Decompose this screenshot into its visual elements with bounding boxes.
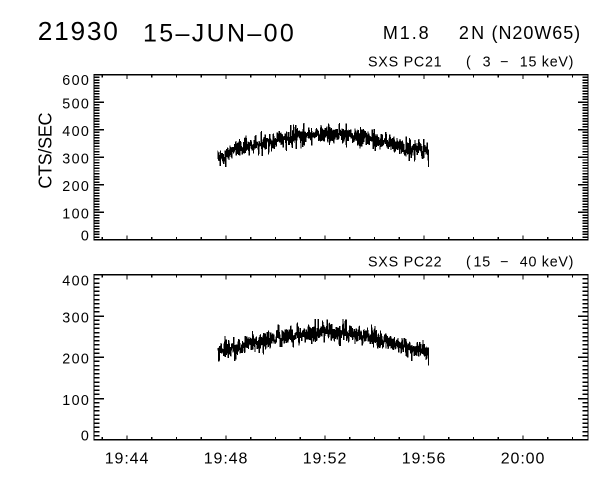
- svg-text:15–JUN–00: 15–JUN–00: [143, 19, 296, 47]
- svg-text:600: 600: [62, 73, 90, 89]
- svg-text:200: 200: [62, 352, 90, 368]
- svg-text:CTS/SEC: CTS/SEC: [36, 112, 56, 188]
- svg-text:300: 300: [62, 152, 90, 168]
- svg-text:20:00: 20:00: [501, 450, 546, 467]
- svg-text:M1.82N(N20W65): M1.8 2N (N20W65): [383, 23, 581, 43]
- svg-text:21930: 21930: [38, 16, 120, 46]
- svg-text:400: 400: [62, 124, 90, 140]
- svg-text:300: 300: [62, 310, 90, 326]
- svg-text:19:44: 19:44: [105, 450, 150, 467]
- svg-text:19:52: 19:52: [303, 450, 348, 467]
- svg-text:400: 400: [62, 273, 90, 289]
- svg-text:200: 200: [62, 179, 90, 195]
- svg-text:0: 0: [81, 228, 90, 244]
- svg-text:100: 100: [62, 393, 90, 409]
- svg-text:19:48: 19:48: [204, 450, 249, 467]
- svg-text:500: 500: [62, 96, 90, 112]
- svg-text:0: 0: [81, 428, 90, 444]
- svg-text:100: 100: [62, 207, 90, 223]
- svg-text:19:56: 19:56: [402, 450, 447, 467]
